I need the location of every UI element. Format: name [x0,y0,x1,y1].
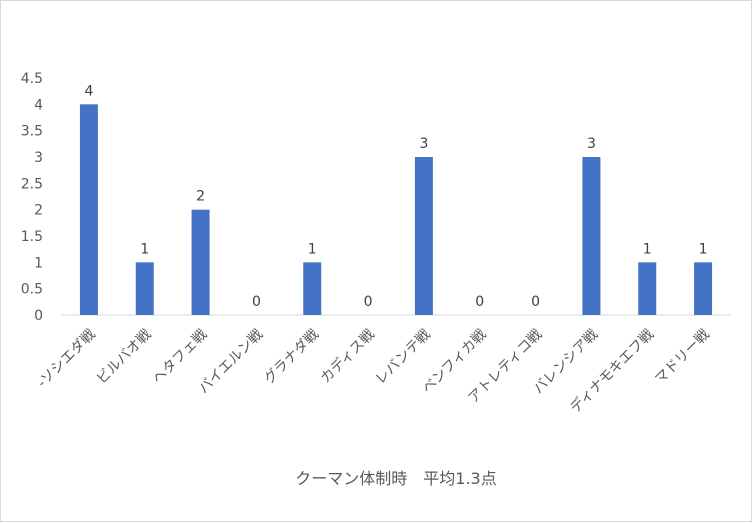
y-axis-ticks: 0 0.5 1 1.5 2 2.5 3 3.5 4 4.5 [21,71,43,324]
data-label: 1 [140,241,149,257]
data-label: 1 [643,241,652,257]
bar [694,262,713,315]
category-labels: -ソシエダ戦ビルバオ戦ヘタフェ戦バイエルン戦グラナダ戦カディス戦レバンテ戦ベンフ… [34,326,713,417]
bar [638,262,657,315]
y-tick-label: 1.5 [21,229,43,245]
y-tick-label: 0 [34,308,43,324]
data-label: 3 [587,136,596,152]
category-label: ヘタフェ戦 [150,327,211,388]
category-label: カディス戦 [317,326,378,387]
x-axis-title: クーマン体制時 平均1.3点 [295,469,496,488]
data-label: 0 [252,294,261,310]
data-label: 0 [475,294,484,310]
data-label: 1 [308,241,317,257]
bar [582,157,601,315]
y-tick-label: 3.5 [21,124,43,140]
bars [79,104,713,315]
y-tick-label: 3 [34,150,43,166]
category-label: ビルバオ戦 [94,327,155,388]
y-tick-label: 2 [34,203,43,219]
data-label: 0 [531,294,540,310]
y-tick-label: 4.5 [21,71,43,87]
category-label: -ソシエダ戦 [34,327,98,391]
data-label: 3 [419,136,428,152]
bar [303,262,322,315]
category-label: マドリー戦 [652,327,713,388]
y-tick-label: 1 [34,255,43,271]
bar [135,262,154,315]
bar [79,104,98,315]
bar [414,157,433,315]
bar [191,209,210,315]
y-tick-label: 0.5 [21,282,43,298]
data-labels: 4 1 2 0 1 0 3 0 0 3 1 1 [84,83,707,310]
y-tick-label: 4 [34,97,43,113]
data-label: 4 [84,83,93,99]
y-tick-label: 2.5 [21,176,43,192]
category-label: グラナダ戦 [261,327,322,388]
data-label: 1 [699,241,708,257]
data-label: 0 [364,294,373,310]
data-label: 2 [196,189,205,205]
category-label: レバンテ戦 [372,327,433,388]
